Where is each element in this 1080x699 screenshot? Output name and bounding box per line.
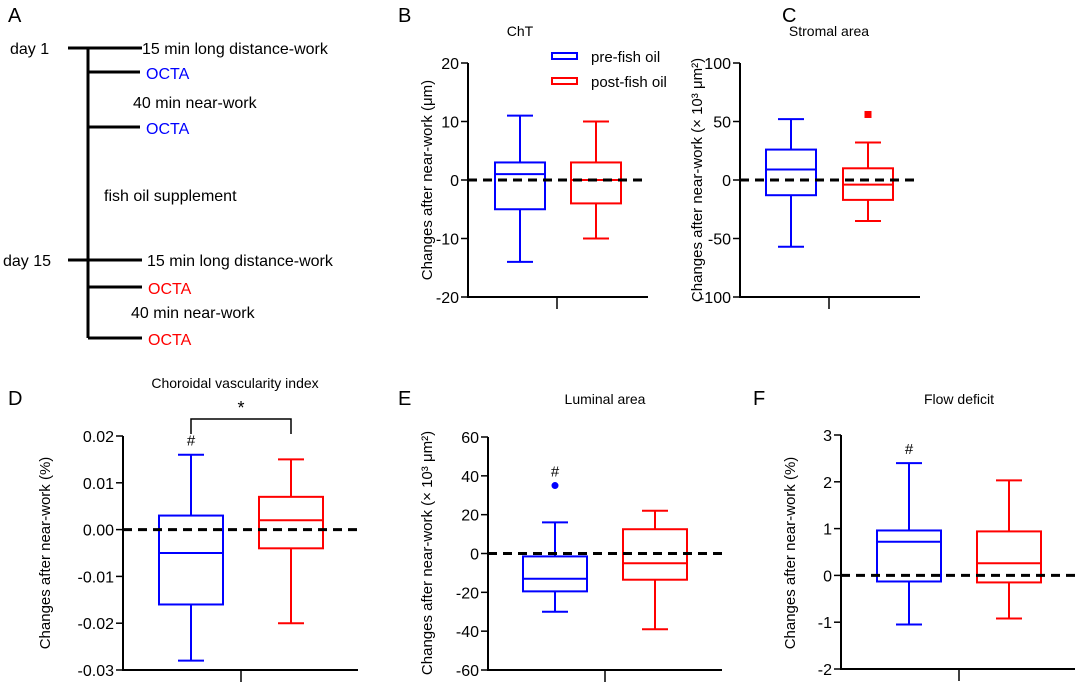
y-tick-label: -1 [818,615,832,632]
box-pre-fish-oil [765,118,817,248]
panel-e: E Luminal area Changes after near-work (× … [398,388,722,682]
outlier-point [864,110,872,118]
step-long-distance-2: 15 min long distance-work [147,253,334,270]
y-tick-label: 3 [823,428,832,445]
outlier-point [551,482,559,490]
timeline-lines [68,46,142,340]
y-tick-label: 20 [461,508,479,525]
y-tick-label: 100 [704,56,731,73]
chart-title: ChT [507,23,534,39]
step-near-work-2: 40 min near-work [131,305,256,322]
y-tick-label: -0.03 [78,663,115,680]
panel-label: F [753,388,765,410]
y-tick-label: -20 [456,585,479,602]
step-long-distance-1: 15 min long distance-work [142,41,329,58]
panel-label: D [8,388,22,410]
significance-hash: # [187,433,196,450]
y-tick-label: -2 [818,662,832,679]
step-octa-3: OCTA [148,281,192,298]
y-tick-label: -0.02 [78,616,115,633]
y-tick-label: -20 [436,290,459,307]
chart-title: Choroidal vascularity index [151,375,318,391]
y-tick-label: 20 [441,56,459,73]
y-tick-label: 10 [441,115,459,132]
significance-hash: # [551,464,560,481]
panel-label: B [398,5,411,27]
y-axis-label: Changes after near-work (× 10³ μm²) [689,58,706,302]
box-post-fish-oil [976,479,1042,620]
box-pre-fish-oil [522,521,588,613]
legend-swatch-pre [551,52,578,60]
legend-label-post: post-fish oil [591,74,667,91]
box-iqr [765,148,817,197]
box-pre-fish-oil [876,462,942,626]
chart-title: Stromal area [789,23,869,39]
panel-d: D Choroidal vascularity index Changes afte… [8,375,358,682]
box-pre-fish-oil [494,114,546,263]
box-iqr [494,161,546,211]
y-tick-label: 0 [722,173,731,190]
legend-swatch-post [551,77,578,85]
y-tick-label: 2 [823,475,832,492]
box-post-fish-oil [622,509,688,631]
y-axis-label: Changes after near-work (× 10³ μm²) [419,431,436,675]
box-pre-fish-oil [158,453,224,662]
significance-hash: # [905,441,914,458]
y-tick-label: 0.01 [83,476,114,493]
panel-label-a: A [8,5,22,27]
panel-label: C [782,5,796,27]
y-tick-label: -40 [456,624,479,641]
day15-label: day 15 [3,253,51,270]
y-tick-label: 0.02 [83,429,114,446]
chart-title: Luminal area [565,391,646,407]
y-axis-label: Changes after near-work (μm) [419,80,436,280]
legend: pre-fish oil post-fish oil [551,49,667,91]
step-octa-4: OCTA [148,332,192,349]
box-post-fish-oil [842,141,894,222]
y-tick-label: 0.00 [83,523,114,540]
step-octa-2: OCTA [146,121,190,138]
y-tick-label: -50 [708,232,731,249]
fish-oil-label: fish oil supplement [104,188,237,205]
y-tick-label: 0 [823,568,832,585]
y-tick-label: 60 [461,430,479,447]
box-post-fish-oil [258,458,324,625]
y-tick-label: -10 [436,232,459,249]
chart-title: Flow deficit [924,391,994,407]
step-octa-1: OCTA [146,66,190,83]
y-tick-label: 40 [461,469,479,486]
y-axis-label: Changes after near-work (%) [37,457,54,650]
box-iqr [570,161,622,205]
legend-label-pre: pre-fish oil [591,49,660,66]
significance-star: * [237,398,244,418]
y-tick-label: -0.01 [78,569,115,586]
y-tick-label: 1 [823,522,832,539]
y-tick-label: 50 [713,115,731,132]
y-tick-label: -60 [456,663,479,680]
significance-bracket [190,418,292,434]
step-near-work-1: 40 min near-work [133,95,258,112]
y-tick-label: 0 [470,547,479,564]
panel-label: E [398,388,411,410]
panel-a-timeline: A day 1 15 min long distance-work OCTA 4… [3,5,334,349]
y-tick-label: 0 [450,173,459,190]
panel-b: B ChT Changes after near-work (μm) 20 10 0 -10… [398,5,648,309]
box-iqr [876,529,942,583]
y-axis-label: Changes after near-work (%) [782,457,799,650]
box-iqr [522,555,588,593]
box-iqr [158,514,224,606]
box-iqr [976,530,1042,584]
box-iqr [258,495,324,550]
y-tick-label: -100 [699,290,731,307]
panel-f: F Flow deficit Changes after near-work (%)… [753,388,1075,681]
day1-label: day 1 [10,41,49,58]
